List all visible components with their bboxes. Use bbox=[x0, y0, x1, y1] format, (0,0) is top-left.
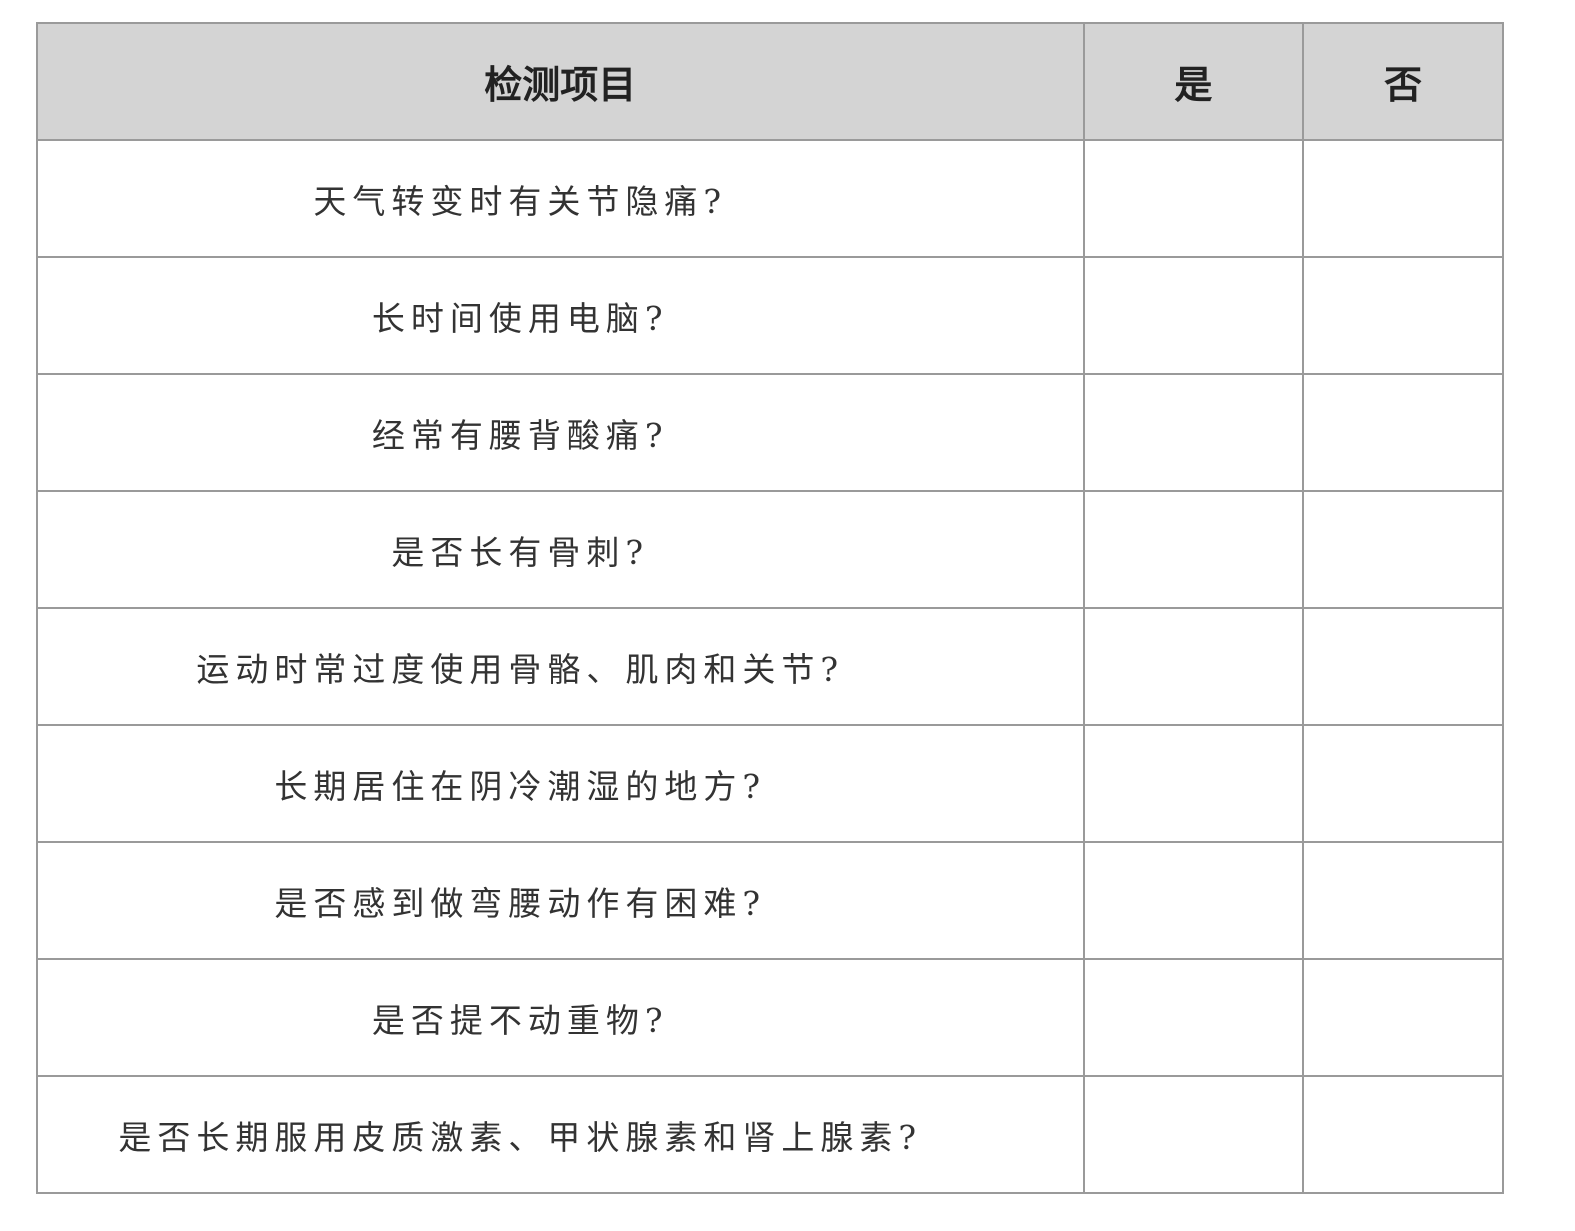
table-row: 是否提不动重物? bbox=[36, 958, 1504, 1077]
yes-cell[interactable] bbox=[1082, 490, 1305, 609]
table-row: 经常有腰背酸痛? bbox=[36, 373, 1504, 492]
yes-cell[interactable] bbox=[1082, 607, 1305, 726]
table-row: 是否感到做弯腰动作有困难? bbox=[36, 841, 1504, 960]
table-row: 天气转变时有关节隐痛? bbox=[36, 139, 1504, 258]
yes-cell[interactable] bbox=[1082, 139, 1305, 258]
table-row: 是否长有骨刺? bbox=[36, 490, 1504, 609]
yes-cell[interactable] bbox=[1082, 1075, 1305, 1194]
question-cell: 是否提不动重物? bbox=[36, 958, 1085, 1077]
yes-cell[interactable] bbox=[1082, 841, 1305, 960]
yes-cell[interactable] bbox=[1082, 256, 1305, 375]
no-cell[interactable] bbox=[1302, 724, 1504, 843]
question-cell: 是否长有骨刺? bbox=[36, 490, 1085, 609]
table-row: 运动时常过度使用骨骼、肌肉和关节? bbox=[36, 607, 1504, 726]
yes-cell[interactable] bbox=[1082, 724, 1305, 843]
question-cell: 长期居住在阴冷潮湿的地方? bbox=[36, 724, 1085, 843]
header-row: 检测项目 是 否 bbox=[36, 22, 1504, 141]
header-no: 否 bbox=[1302, 22, 1504, 141]
question-cell: 长时间使用电脑? bbox=[36, 256, 1085, 375]
question-cell: 运动时常过度使用骨骼、肌肉和关节? bbox=[36, 607, 1085, 726]
table-row: 是否长期服用皮质激素、甲状腺素和肾上腺素? bbox=[36, 1075, 1504, 1194]
no-cell[interactable] bbox=[1302, 139, 1504, 258]
question-cell: 是否长期服用皮质激素、甲状腺素和肾上腺素? bbox=[36, 1075, 1085, 1194]
question-cell: 经常有腰背酸痛? bbox=[36, 373, 1085, 492]
question-cell: 是否感到做弯腰动作有困难? bbox=[36, 841, 1085, 960]
table-row: 长期居住在阴冷潮湿的地方? bbox=[36, 724, 1504, 843]
header-yes: 是 bbox=[1082, 22, 1305, 141]
no-cell[interactable] bbox=[1302, 373, 1504, 492]
checklist-table: 检测项目 是 否 天气转变时有关节隐痛? 长时间使用电脑? 经常有腰背酸痛? 是否长有… bbox=[36, 22, 1504, 1194]
no-cell[interactable] bbox=[1302, 841, 1504, 960]
header-item: 检测项目 bbox=[36, 22, 1085, 141]
no-cell[interactable] bbox=[1302, 1075, 1504, 1194]
no-cell[interactable] bbox=[1302, 607, 1504, 726]
yes-cell[interactable] bbox=[1082, 958, 1305, 1077]
yes-cell[interactable] bbox=[1082, 373, 1305, 492]
table-row: 长时间使用电脑? bbox=[36, 256, 1504, 375]
question-cell: 天气转变时有关节隐痛? bbox=[36, 139, 1085, 258]
no-cell[interactable] bbox=[1302, 490, 1504, 609]
no-cell[interactable] bbox=[1302, 958, 1504, 1077]
no-cell[interactable] bbox=[1302, 256, 1504, 375]
